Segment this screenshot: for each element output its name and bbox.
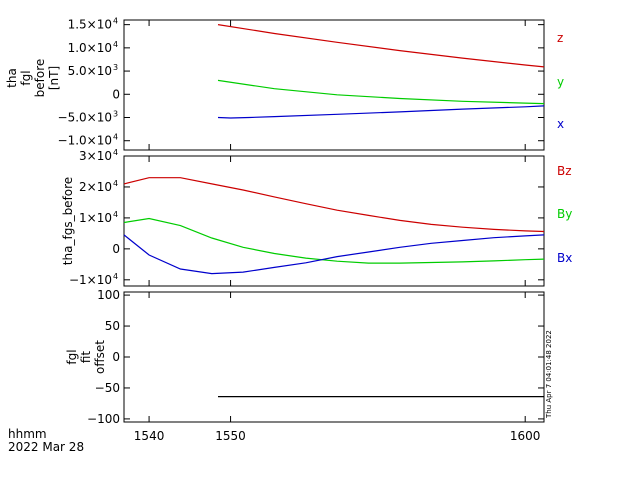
y-tick-exponent: 3 bbox=[113, 63, 118, 72]
y-tick-label: −50 bbox=[95, 381, 120, 395]
y-tick-label: −1×10 bbox=[69, 273, 112, 287]
y-tick-exponent: 4 bbox=[113, 148, 118, 157]
y-tick-label: 100 bbox=[97, 288, 120, 302]
legend-label-y: y bbox=[557, 75, 564, 89]
panel-fit-offset: 100 50 0 −50 −100 fgl fit offset bbox=[65, 288, 545, 426]
series-line-x bbox=[217, 105, 545, 119]
y-tick-exponent: 4 bbox=[113, 40, 118, 49]
y-tick-label: 1.0×10 bbox=[68, 41, 112, 55]
y-tick-label: 0 bbox=[112, 87, 120, 101]
x-tick-label: 1540 bbox=[134, 429, 165, 443]
y-axis-label: fgl bbox=[19, 70, 33, 85]
panel-magnetometer-fgl: 1.5×10 41.0×10 45.0×10 30−5.0×10 3−1.0×10 4zy… bbox=[5, 17, 564, 151]
legend-label-bx: Bx bbox=[557, 251, 572, 265]
y-tick-label: 3×10 bbox=[79, 149, 112, 163]
legend-label-by: By bbox=[557, 207, 572, 221]
y-axis-label: tha_fgs_before bbox=[61, 177, 75, 265]
series-line-bx bbox=[123, 234, 545, 275]
legend-label-bz: Bz bbox=[557, 164, 572, 178]
plot-frame bbox=[123, 19, 545, 151]
legend-label-x: x bbox=[557, 117, 564, 131]
footer-date-label: 2022 Mar 28 bbox=[8, 440, 84, 454]
y-tick-label: 0 bbox=[112, 350, 120, 364]
y-tick-label: −1.0×10 bbox=[58, 134, 112, 148]
timestamp-stamp: Thu Apr 7 04:01:48 2022 bbox=[545, 330, 553, 419]
y-axis-label: before bbox=[33, 59, 47, 98]
y-axis-label: fgl bbox=[65, 349, 79, 364]
legend-label-z: z bbox=[557, 31, 563, 45]
y-tick-exponent: 4 bbox=[113, 210, 118, 219]
footer-unit-label: hhmm bbox=[8, 427, 47, 441]
y-tick-label: 1×10 bbox=[79, 211, 112, 225]
y-axis-label: fit bbox=[79, 351, 93, 364]
series-line-by bbox=[123, 217, 545, 264]
y-axis-label: offset bbox=[93, 340, 107, 374]
y-tick-label: 5.0×10 bbox=[68, 64, 112, 78]
series-line-z bbox=[217, 24, 545, 68]
y-tick-exponent: 4 bbox=[113, 17, 118, 26]
x-tick-label: 1550 bbox=[215, 429, 246, 443]
x-tick-label: 1600 bbox=[510, 429, 541, 443]
series-line-y bbox=[217, 79, 545, 105]
y-tick-exponent: 4 bbox=[113, 133, 118, 142]
y-axis-label: [nT] bbox=[47, 66, 61, 90]
y-tick-label: 1.5×10 bbox=[68, 18, 112, 32]
y-tick-label: −5.0×10 bbox=[58, 111, 112, 125]
y-tick-exponent: 4 bbox=[113, 272, 118, 281]
y-tick-label: 2×10 bbox=[79, 180, 112, 194]
panel-magnetometer-fgs: 3×10 42×10 41×10 40−1×10 4BzByBxtha_fgs_befo… bbox=[61, 148, 572, 287]
y-tick-exponent: 4 bbox=[113, 179, 118, 188]
y-tick-label: 50 bbox=[105, 319, 120, 333]
y-axis-label: tha bbox=[5, 68, 19, 88]
x-axis-labels: 1540 1550 1600 bbox=[134, 429, 541, 443]
series-line-bz bbox=[123, 177, 545, 233]
plot-frame bbox=[123, 291, 545, 423]
y-tick-label: 0 bbox=[112, 242, 120, 256]
y-tick-label: −100 bbox=[87, 412, 120, 426]
plot-frame bbox=[123, 155, 545, 287]
y-tick-exponent: 3 bbox=[113, 110, 118, 119]
